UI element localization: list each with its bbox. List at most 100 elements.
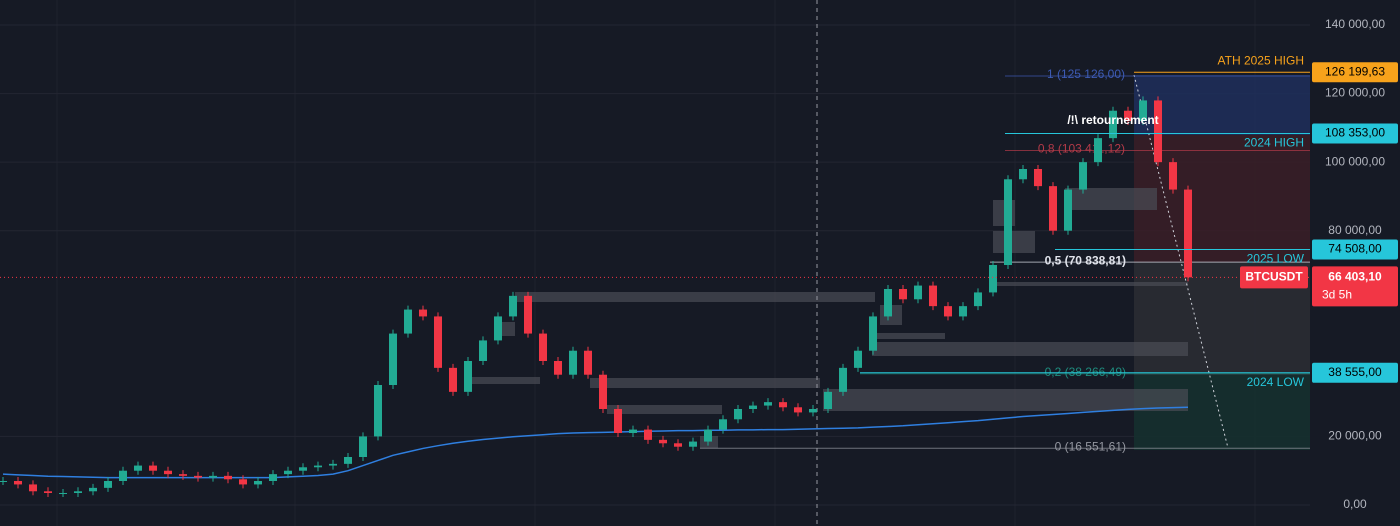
candle bbox=[134, 465, 142, 471]
candle bbox=[0, 480, 7, 482]
y-tick-label: 20 000,00 bbox=[1328, 429, 1382, 443]
candle bbox=[164, 470, 172, 475]
level-name: 2025 LOW bbox=[1247, 252, 1305, 266]
order-block bbox=[470, 377, 540, 384]
zones bbox=[470, 75, 1310, 450]
candle bbox=[629, 429, 637, 433]
candle bbox=[719, 419, 727, 430]
candle bbox=[884, 288, 892, 317]
candle bbox=[704, 429, 712, 442]
candle bbox=[584, 350, 592, 375]
candle bbox=[809, 408, 817, 413]
candle bbox=[764, 402, 772, 406]
level-name: 2024 LOW bbox=[1247, 375, 1305, 389]
candle bbox=[929, 285, 937, 307]
candle bbox=[149, 465, 157, 471]
candle bbox=[659, 439, 667, 444]
countdown-label: 3d 5h bbox=[1322, 288, 1352, 302]
candle bbox=[269, 474, 277, 481]
candle bbox=[509, 295, 517, 317]
price-tag bbox=[1312, 362, 1398, 383]
candle bbox=[44, 491, 52, 493]
y-tick-label: 80 000,00 bbox=[1328, 223, 1382, 237]
level-name: 2024 HIGH bbox=[1244, 136, 1304, 150]
order-block bbox=[875, 333, 945, 339]
candle bbox=[524, 295, 532, 334]
fib-label: 0,5 (70 838,81) bbox=[1045, 253, 1126, 267]
symbol-label: BTCUSDT bbox=[1245, 270, 1303, 284]
candle bbox=[569, 350, 577, 375]
candle bbox=[1034, 168, 1042, 187]
candle bbox=[689, 441, 697, 447]
candle bbox=[89, 487, 97, 492]
fib-zone bbox=[1134, 135, 1310, 262]
candle bbox=[1124, 110, 1132, 121]
candle bbox=[479, 340, 487, 361]
candle bbox=[1019, 168, 1027, 180]
fib-zone bbox=[1134, 375, 1310, 450]
candle bbox=[824, 391, 832, 409]
candle bbox=[464, 360, 472, 392]
candle bbox=[599, 374, 607, 409]
candle bbox=[359, 436, 367, 457]
candle bbox=[209, 475, 217, 478]
candle bbox=[839, 367, 847, 392]
fib-label: 0 (16 551,61) bbox=[1055, 439, 1126, 453]
candle bbox=[674, 443, 682, 447]
level-name: ATH 2025 HIGH bbox=[1218, 53, 1304, 67]
candle bbox=[419, 309, 427, 317]
candle bbox=[854, 350, 862, 368]
fib-label: 0,8 (103 411,12) bbox=[1038, 142, 1125, 156]
candle bbox=[899, 288, 907, 300]
symbol-tag bbox=[1240, 266, 1308, 289]
candle bbox=[224, 475, 232, 480]
trend-line bbox=[1133, 74, 1229, 449]
order-block bbox=[823, 389, 1188, 411]
fib-zone bbox=[1134, 75, 1310, 135]
candle bbox=[104, 480, 112, 488]
candle bbox=[314, 465, 322, 468]
order-block bbox=[993, 231, 1035, 253]
candle bbox=[614, 408, 622, 433]
candle bbox=[1079, 162, 1087, 190]
candle bbox=[644, 429, 652, 440]
fib-label: 0,2 (38 266,49) bbox=[1045, 365, 1126, 379]
fib-label: 1 (125 126,00) bbox=[1047, 67, 1125, 81]
current-price-label: 66 403,10 bbox=[1328, 270, 1382, 284]
candle bbox=[1049, 186, 1057, 231]
candle bbox=[539, 333, 547, 361]
candle bbox=[1169, 162, 1177, 190]
order-block bbox=[1065, 188, 1157, 210]
candle bbox=[29, 484, 37, 492]
candle bbox=[1154, 100, 1162, 163]
candle bbox=[1184, 189, 1192, 278]
candle bbox=[794, 407, 802, 413]
candle bbox=[59, 492, 67, 494]
price-tag-label: 126 199,63 bbox=[1325, 64, 1385, 78]
candle bbox=[284, 470, 292, 475]
candle bbox=[194, 475, 202, 478]
y-tick-label: 100 000,00 bbox=[1325, 154, 1385, 168]
candle bbox=[344, 456, 352, 464]
order-block bbox=[607, 405, 722, 414]
y-tick-label: 120 000,00 bbox=[1325, 86, 1385, 100]
price-tag bbox=[1312, 123, 1398, 144]
candle bbox=[1004, 179, 1012, 265]
candle bbox=[74, 491, 82, 493]
price-tag bbox=[1312, 239, 1398, 260]
candle bbox=[404, 309, 412, 334]
candle bbox=[734, 408, 742, 420]
order-block bbox=[872, 342, 1188, 356]
candle bbox=[434, 316, 442, 368]
candle bbox=[914, 285, 922, 300]
candle bbox=[119, 470, 127, 481]
price-tag-label: 38 555,00 bbox=[1328, 365, 1382, 379]
candle bbox=[449, 367, 457, 392]
moving-average bbox=[2, 406, 1189, 479]
y-tick-label: 140 000,00 bbox=[1325, 17, 1385, 31]
price-tag bbox=[1312, 266, 1398, 307]
candle bbox=[989, 264, 997, 293]
candle bbox=[869, 316, 877, 351]
